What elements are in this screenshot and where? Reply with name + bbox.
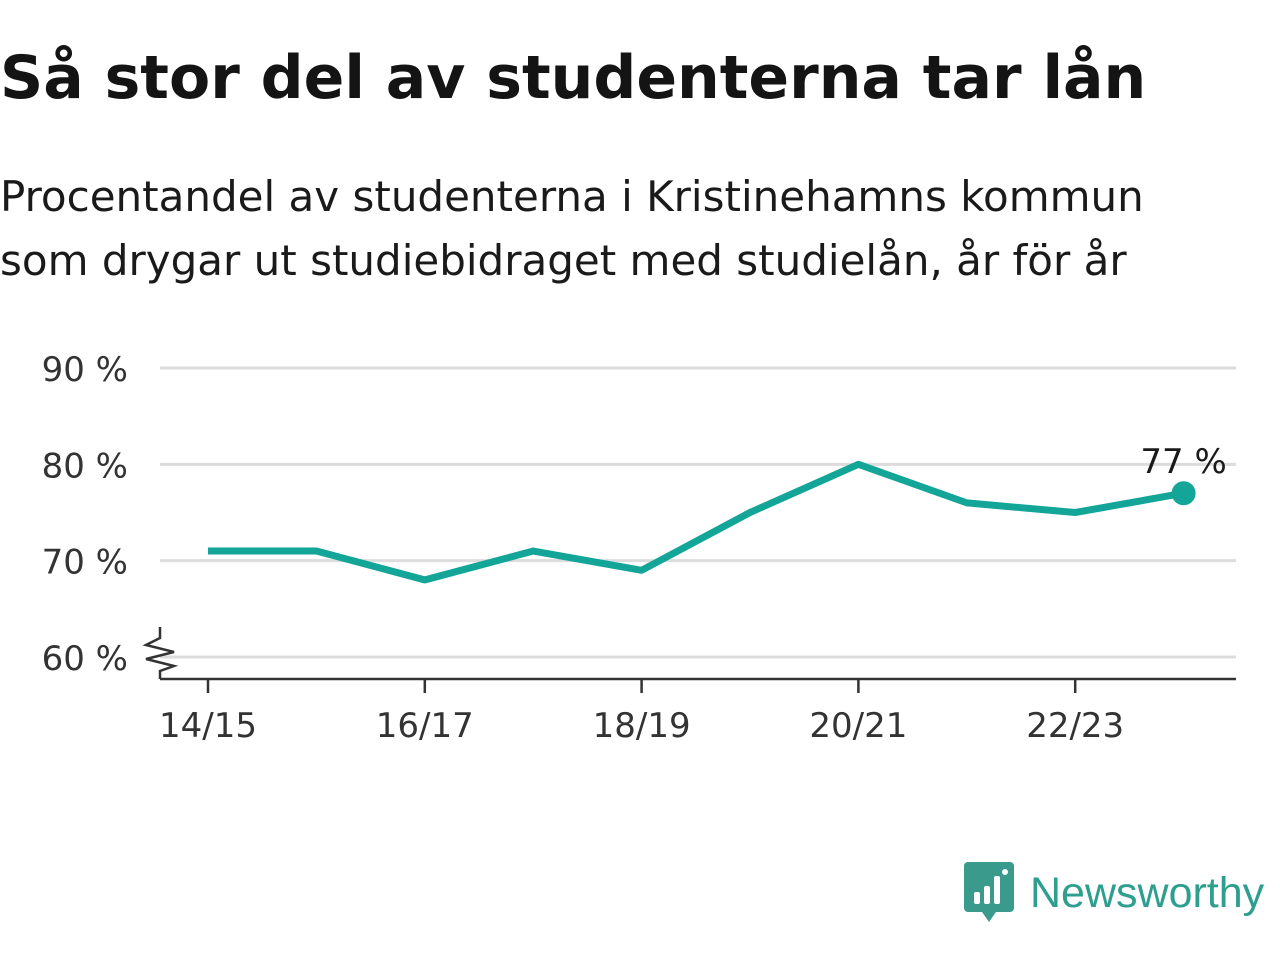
series-layer — [208, 460, 1196, 584]
x-tick-label: 20/21 — [809, 706, 907, 746]
newsworthy-logo: Newsworthy — [964, 862, 1264, 924]
chart-subtitle-line-1: Procentandel av studenterna i Kristineha… — [0, 172, 1144, 221]
x-tick-label: 16/17 — [376, 706, 474, 746]
series-line — [208, 460, 1185, 584]
y-tick-label: 90 % — [42, 350, 128, 390]
last-point-marker — [1171, 481, 1196, 506]
x-tick-label: 14/15 — [159, 706, 257, 746]
y-tick-label: 60 % — [42, 639, 128, 679]
end-value-label: 77 % — [1140, 442, 1226, 482]
y-axis-break-icon — [142, 627, 179, 679]
x-tick-label: 18/19 — [593, 706, 691, 746]
chart-subtitle: Procentandel av studenterna i Kristineha… — [0, 165, 1144, 293]
chart-subtitle-line-2: som drygar ut studiebidraget med studiel… — [0, 236, 1127, 285]
x-tick-label: 22/23 — [1026, 706, 1124, 746]
chart-title: Så stor del av studenterna tar lån — [0, 43, 1147, 113]
newsworthy-wordmark: Newsworthy — [1030, 869, 1265, 917]
y-axis: 60 % 70 % 80 % 90 % — [42, 350, 179, 679]
newsworthy-chart-icon — [964, 862, 1014, 922]
y-tick-label: 80 % — [42, 446, 128, 486]
x-axis: 14/15 16/17 18/19 20/21 22/23 — [159, 677, 1236, 746]
line-chart: 60 % 70 % 80 % 90 % 14/15 16/17 18/19 20/21 22/… — [42, 350, 1236, 746]
data-labels: 77 % — [1140, 442, 1226, 482]
y-tick-label: 70 % — [42, 543, 128, 583]
